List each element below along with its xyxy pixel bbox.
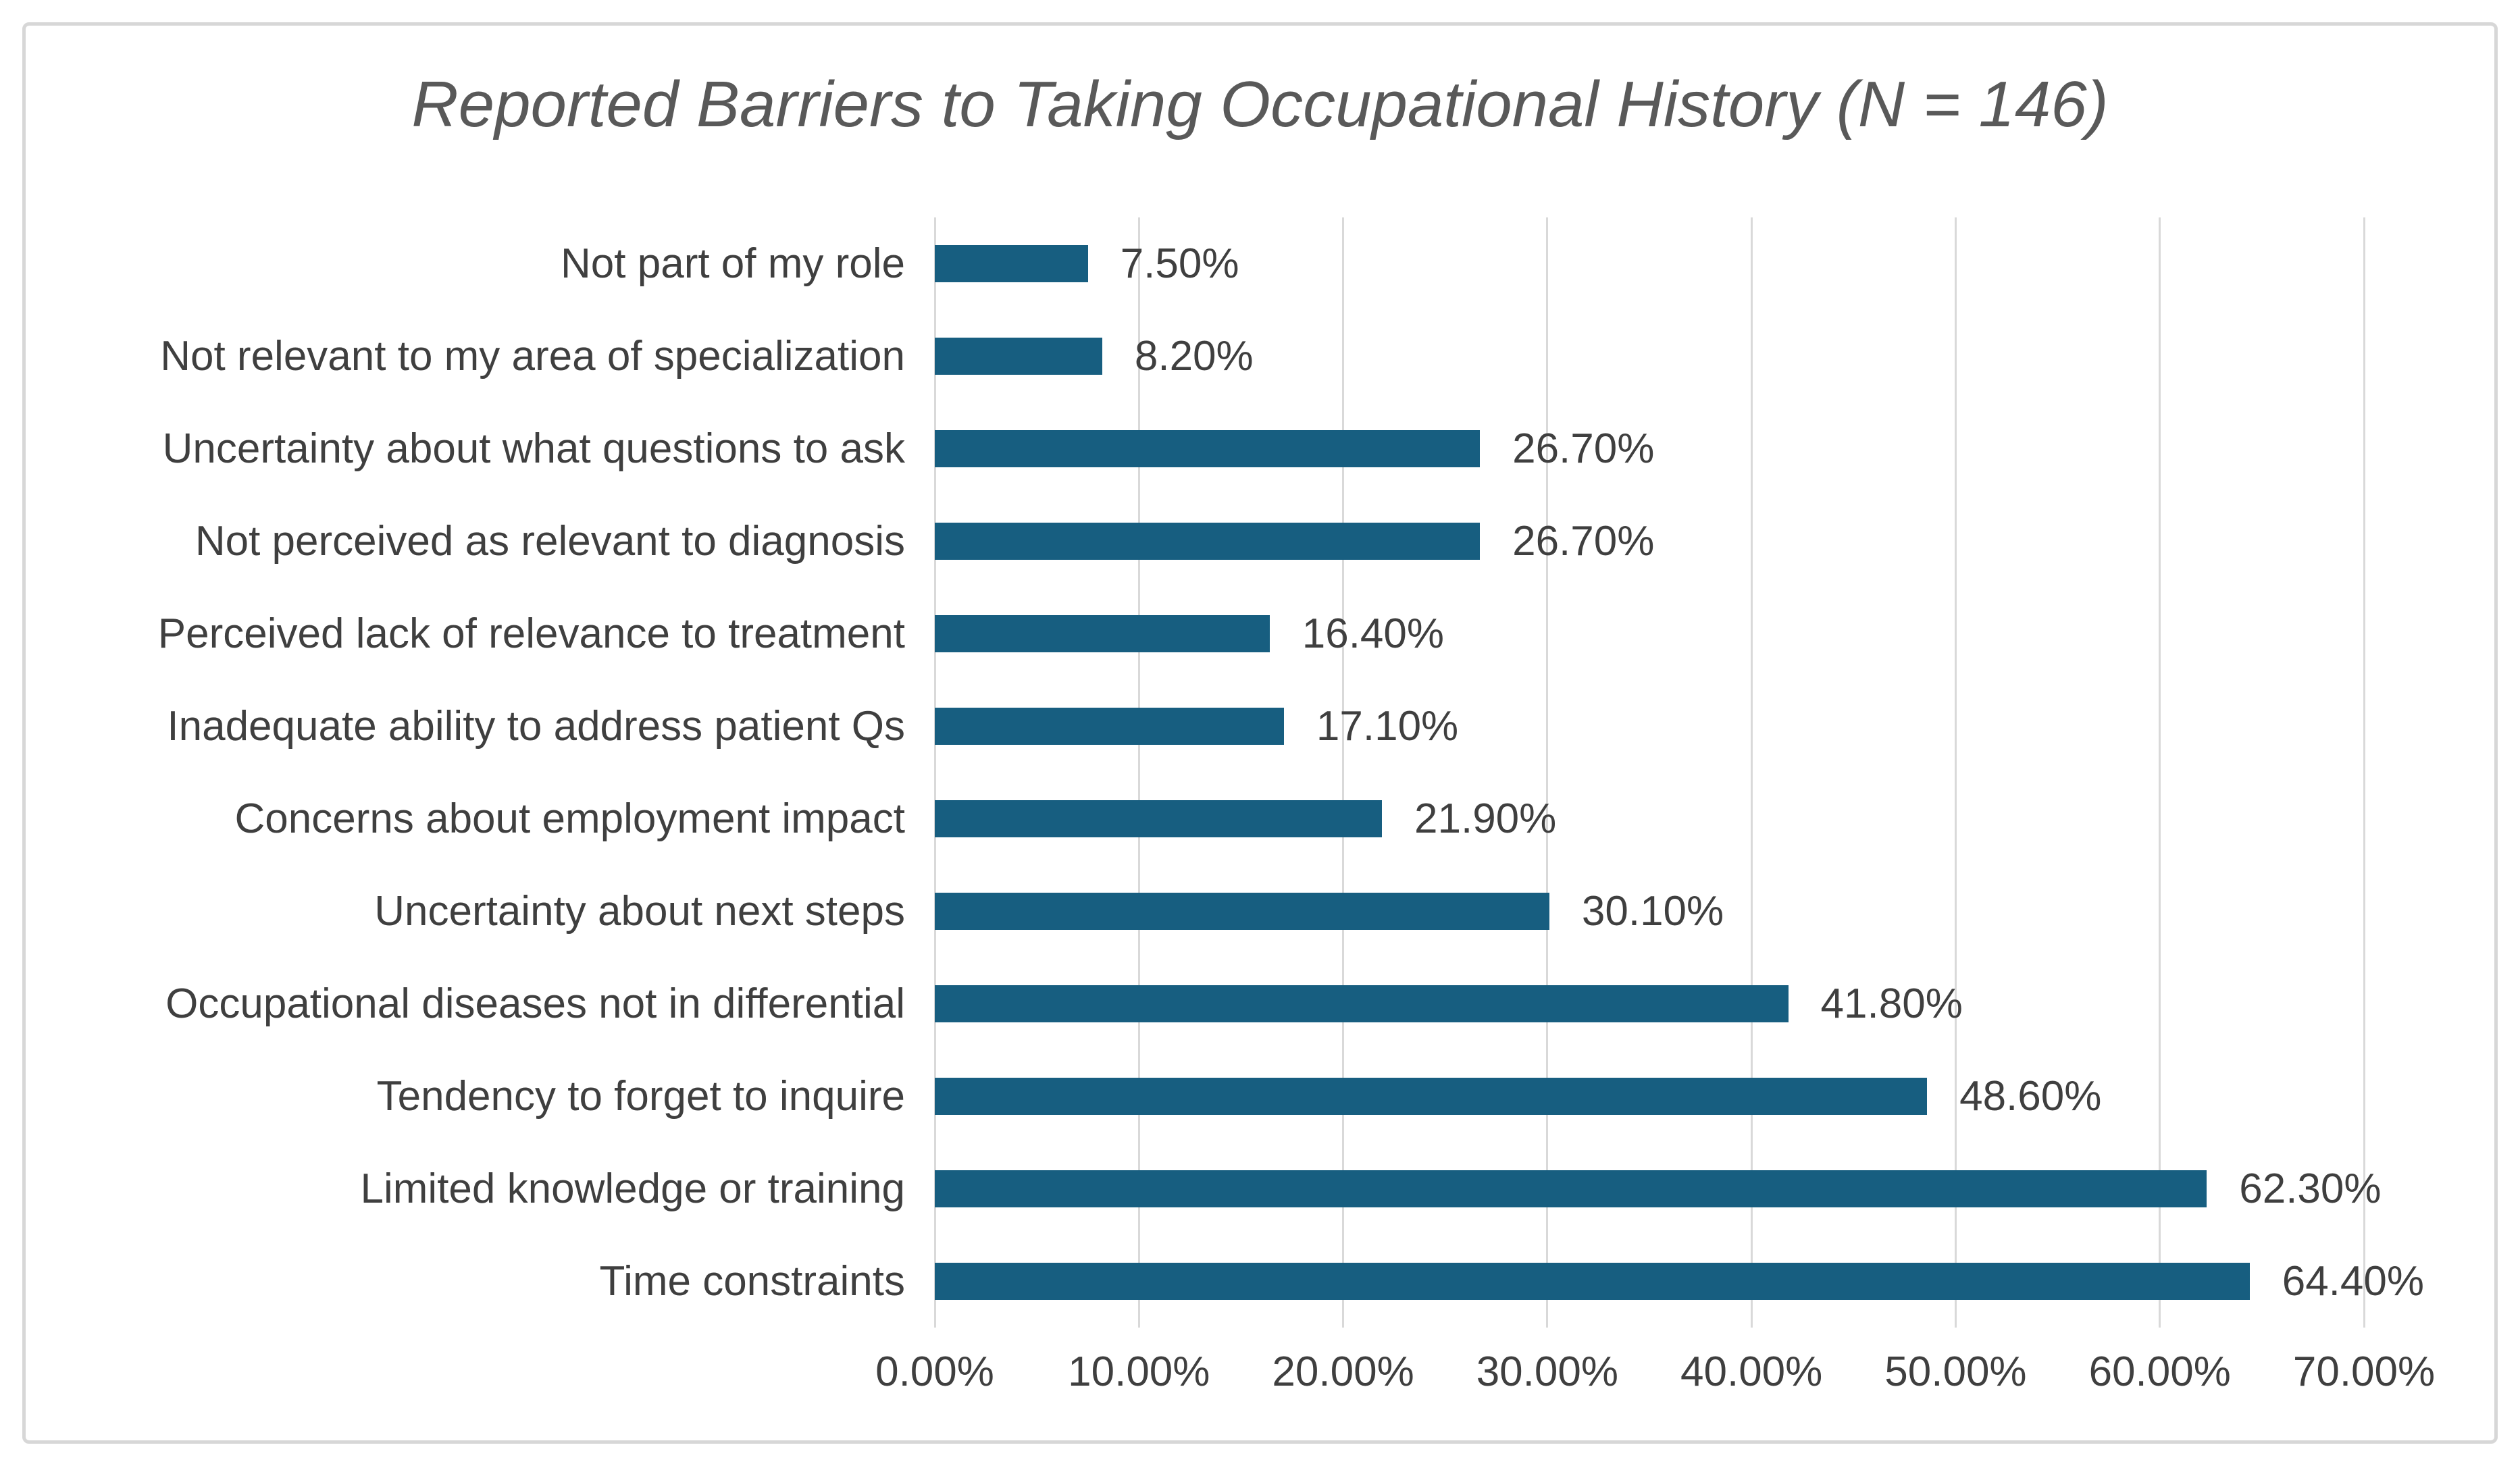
bar-row: Limited knowledge or training 62.30%: [0, 1143, 2520, 1235]
category-label: Concerns about employment impact: [234, 795, 905, 842]
gridline: [1342, 217, 1345, 1328]
category-label: Uncertainty about next steps: [374, 888, 905, 935]
chart-title: Reported Barriers to Taking Occupational…: [411, 68, 2109, 140]
value-label: 26.70%: [1512, 425, 1655, 472]
x-tick-label: 50.00%: [1884, 1349, 2027, 1395]
bar: [935, 893, 1549, 930]
x-tick-label: 20.00%: [1272, 1349, 1414, 1395]
category-label: Limited knowledge or training: [360, 1166, 905, 1212]
bar-row: Uncertainty about what questions to ask 2…: [0, 402, 2520, 495]
bar-row: Inadequate ability to address patient Qs…: [0, 680, 2520, 773]
value-label: 16.40%: [1302, 610, 1445, 657]
bar-row: Perceived lack of relevance to treatment…: [0, 587, 2520, 680]
category-label: Perceived lack of relevance to treatment: [157, 610, 905, 657]
bar: [935, 1170, 2207, 1207]
value-label: 26.70%: [1512, 518, 1655, 565]
gridline: [1750, 217, 1753, 1328]
category-label: Inadequate ability to address patient Qs: [167, 703, 905, 750]
value-label: 64.40%: [2282, 1258, 2424, 1305]
value-label: 41.80%: [1820, 980, 1963, 1027]
value-label: 48.60%: [1959, 1073, 2102, 1120]
x-tick-label: 60.00%: [2088, 1349, 2231, 1395]
value-label: 21.90%: [1414, 795, 1557, 842]
x-tick-label: 40.00%: [1680, 1349, 1823, 1395]
bar-row: Tendency to forget to inquire 48.60%: [0, 1050, 2520, 1143]
x-tick-label: 0.00%: [875, 1349, 994, 1395]
category-label: Uncertainty about what questions to ask: [162, 425, 905, 472]
bar: [935, 338, 1102, 375]
bar: [935, 1078, 1928, 1115]
value-label: 62.30%: [2239, 1166, 2382, 1212]
bar: [935, 800, 1382, 837]
category-label: Not part of my role: [561, 240, 905, 287]
category-label: Not relevant to my area of specializatio…: [160, 333, 905, 379]
bar-row: Not perceived as relevant to diagnosis 26…: [0, 495, 2520, 587]
value-label: 17.10%: [1316, 703, 1459, 750]
bar-row: Not relevant to my area of specializatio…: [0, 310, 2520, 402]
bar: [935, 1263, 2250, 1300]
x-tick-label: 70.00%: [2292, 1349, 2436, 1395]
category-label: Time constraints: [599, 1258, 906, 1305]
bar: [935, 708, 1284, 745]
x-tick-label: 10.00%: [1068, 1349, 1210, 1395]
bar-row: Not part of my role 7.50%: [0, 217, 2520, 310]
x-tick-label: 30.00%: [1476, 1349, 1618, 1395]
category-label: Tendency to forget to inquire: [376, 1073, 905, 1120]
gridline: [933, 217, 936, 1328]
bar: [935, 985, 1789, 1022]
value-label: 30.10%: [1581, 888, 1724, 935]
value-label: 7.50%: [1120, 240, 1239, 287]
gridline: [1137, 217, 1140, 1328]
bar: [935, 430, 1481, 467]
bar-row: Occupational diseases not in differentia…: [0, 958, 2520, 1050]
bar: [935, 245, 1088, 282]
category-label: Not perceived as relevant to diagnosis: [195, 518, 905, 565]
bar-row: Concerns about employment impact 21.90%: [0, 773, 2520, 865]
bar-row: Uncertainty about next steps 30.10%: [0, 865, 2520, 958]
gridline: [1546, 217, 1549, 1328]
gridline: [1954, 217, 1957, 1328]
bar: [935, 615, 1270, 652]
category-label: Occupational diseases not in differentia…: [165, 980, 905, 1027]
value-label: 8.20%: [1134, 333, 1254, 379]
bar: [935, 523, 1481, 560]
bar-row: Time constraints 64.40%: [0, 1235, 2520, 1328]
gridline: [2159, 217, 2161, 1328]
gridline: [2363, 217, 2365, 1328]
